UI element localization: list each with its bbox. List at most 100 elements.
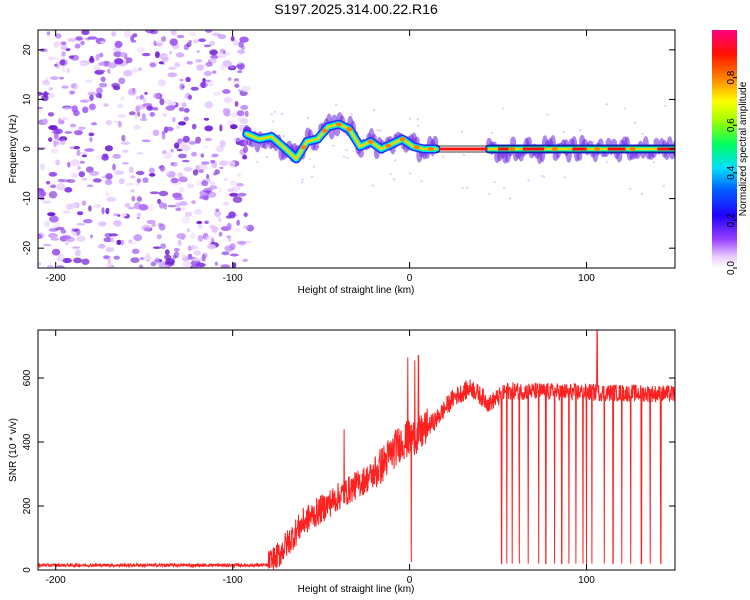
noise-blob: [113, 47, 121, 52]
noise-blob: [158, 61, 164, 65]
noise-blob: [97, 69, 106, 73]
noise-blob: [99, 52, 104, 58]
noise-blob: [178, 201, 188, 206]
noise-blob: [81, 30, 90, 36]
noise-speck: [312, 165, 316, 168]
noise-blob: [232, 196, 243, 204]
noise-blob: [149, 112, 156, 117]
noise-blob: [113, 85, 121, 91]
spectrogram-xlabel: Height of straight line (km): [298, 285, 415, 296]
noise-blob: [224, 51, 231, 56]
noise-blob: [110, 237, 115, 243]
noise-blob: [165, 258, 176, 265]
noise-blob: [48, 87, 54, 91]
noise-blob: [237, 70, 243, 74]
noise-blob: [161, 132, 166, 140]
noise-blob: [142, 97, 147, 104]
ridge-hotspot: [509, 147, 516, 151]
noise-blob: [136, 178, 141, 184]
noise-blob: [195, 262, 206, 268]
noise-blob: [70, 159, 80, 167]
noise-blob: [77, 165, 81, 171]
noise-blob: [204, 220, 209, 224]
noise-blob: [184, 211, 193, 217]
noise-blob: [50, 76, 59, 80]
noise-blob: [203, 70, 212, 77]
noise-blob: [242, 258, 248, 262]
noise-blob: [167, 204, 177, 208]
noise-blob: [96, 87, 103, 94]
noise-blob: [241, 85, 251, 93]
noise-blob: [38, 142, 42, 146]
noise-blob: [202, 145, 208, 149]
noise-blob: [227, 188, 234, 193]
ridge-hotspot: [551, 147, 558, 151]
noise-blob: [168, 101, 176, 107]
noise-speck: [546, 113, 549, 116]
noise-blob: [49, 57, 59, 60]
noise-blob: [178, 186, 184, 194]
noise-blob: [127, 206, 136, 210]
noise-speck: [308, 157, 311, 160]
noise-speck: [273, 111, 277, 113]
noise-blob: [177, 172, 184, 178]
noise-blob: [105, 173, 113, 180]
noise-blob: [135, 96, 141, 100]
noise-blob: [217, 34, 227, 40]
noise-blob: [193, 250, 201, 256]
noise-blob: [162, 113, 168, 117]
noise-blob: [48, 171, 58, 177]
noise-blob: [166, 171, 170, 175]
noise-blob: [81, 154, 87, 158]
noise-blob: [112, 163, 116, 171]
noise-blob: [101, 155, 109, 161]
noise-blob: [89, 94, 94, 101]
noise-blob: [233, 39, 239, 46]
noise-blob: [113, 220, 122, 227]
noise-blob: [144, 91, 148, 95]
noise-blob: [215, 208, 220, 212]
noise-blob: [113, 213, 118, 217]
noise-blob: [57, 253, 65, 261]
noise-blob: [92, 178, 102, 183]
noise-blob: [228, 211, 236, 219]
noise-blob: [197, 223, 203, 230]
noise-speck: [508, 197, 512, 200]
noise-blob: [105, 247, 115, 253]
noise-blob: [190, 86, 199, 91]
noise-blob: [201, 254, 206, 262]
noise-blob: [181, 216, 191, 224]
noise-blob: [150, 261, 157, 267]
noise-blob: [180, 144, 191, 152]
noise-blob: [133, 234, 143, 242]
noise-blob: [203, 79, 211, 83]
noise-blob: [48, 232, 58, 239]
noise-blob: [131, 67, 138, 74]
chart-title: S197.2025.314.00.22.R16: [274, 1, 438, 17]
noise-blob: [146, 105, 154, 111]
noise-blob: [236, 60, 242, 66]
noise-blob: [39, 163, 46, 171]
noise-blob: [220, 264, 231, 268]
noise-blob: [176, 34, 185, 39]
noise-blob: [171, 116, 176, 123]
noise-blob: [204, 125, 213, 132]
noise-blob: [149, 62, 156, 68]
noise-blob: [120, 96, 125, 101]
noise-blob: [229, 192, 239, 197]
noise-speck: [256, 161, 259, 164]
noise-blob: [73, 257, 83, 264]
noise-blob: [153, 40, 157, 46]
noise-blob: [196, 64, 205, 71]
noise-blob: [48, 92, 55, 99]
noise-blob: [113, 255, 120, 260]
noise-blob: [81, 258, 90, 265]
noise-blob: [186, 183, 195, 189]
noise-blob: [87, 91, 97, 96]
noise-speck: [301, 178, 305, 181]
noise-blob: [232, 262, 237, 268]
noise-blob: [181, 102, 187, 107]
y-tick-label: 0: [22, 567, 33, 573]
noise-blob: [232, 80, 241, 84]
